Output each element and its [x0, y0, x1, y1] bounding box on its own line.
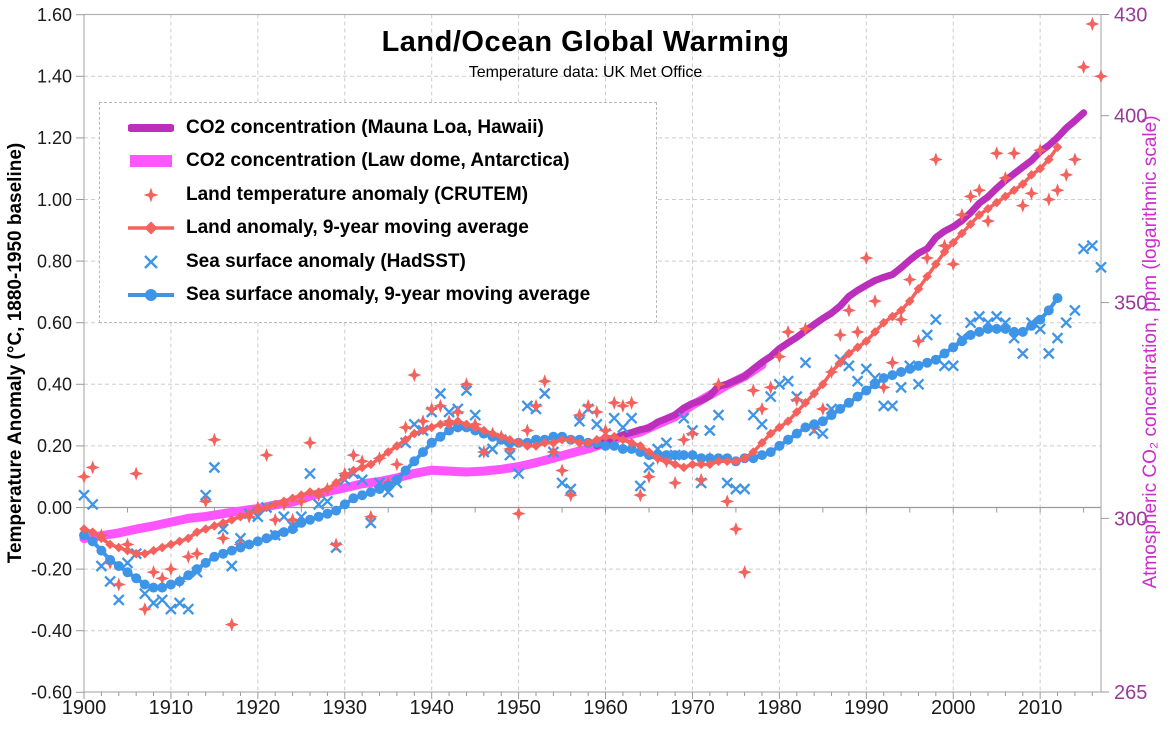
y-axis-tick-labels: 1.60 1.40 1.20 1.00 0.80 0.60 0.40 0.20 0.00 -0.2… — [31, 5, 72, 703]
legend-label: Sea surface anomaly (HadSST) — [186, 250, 466, 272]
svg-text:265: 265 — [1114, 682, 1147, 704]
svg-text:-0.40: -0.40 — [31, 621, 72, 641]
svg-text:1.60: 1.60 — [37, 5, 72, 25]
svg-text:1.20: 1.20 — [37, 128, 72, 148]
svg-text:1980: 1980 — [757, 697, 802, 719]
svg-text:1960: 1960 — [583, 697, 628, 719]
axis-ticks — [76, 14, 1109, 699]
svg-text:0.60: 0.60 — [37, 313, 72, 333]
svg-text:1.00: 1.00 — [37, 190, 72, 210]
four-point-star-icon — [124, 185, 178, 205]
legend-label: Sea surface anomaly, 9-year moving avera… — [186, 284, 591, 306]
legend-label: Land temperature anomaly (CRUTEM) — [186, 183, 529, 205]
svg-text:300: 300 — [1114, 508, 1147, 530]
land-annual-scatter — [77, 16, 1108, 632]
svg-text:1990: 1990 — [844, 697, 889, 719]
svg-text:350: 350 — [1114, 293, 1147, 315]
svg-text:1970: 1970 — [670, 697, 715, 719]
svg-text:1940: 1940 — [409, 697, 454, 719]
svg-text:-0.60: -0.60 — [31, 683, 72, 703]
x-axis-tick-labels: 1900 1910 1920 1930 1940 1950 1960 1970 1980 1990… — [62, 697, 1063, 719]
svg-text:-0.20: -0.20 — [31, 559, 72, 579]
legend-item-land-ma9: Land anomaly, 9-year moving average — [124, 212, 646, 246]
svg-text:0.80: 0.80 — [37, 251, 72, 271]
legend-item-sea-annual: Sea surface anomaly (HadSST) — [124, 245, 646, 279]
right-axis-tick-labels: 430 400 350 300 265 — [1114, 5, 1147, 705]
svg-text:2010: 2010 — [1018, 697, 1063, 719]
left-axis-title: Temperature Anomaly (°C, 1880-1950 basel… — [5, 142, 26, 564]
sea-ma9-line — [79, 293, 1063, 593]
plot-frame — [83, 13, 1102, 693]
legend-label: CO2 concentration (Law dome, Antarctica) — [186, 150, 570, 172]
svg-text:1900: 1900 — [62, 697, 107, 719]
legend-item-co2-law-dome: CO2 concentration (Law dome, Antarctica) — [124, 145, 646, 179]
svg-text:0.00: 0.00 — [37, 498, 72, 518]
legend-item-co2-mauna-loa: CO2 concentration (Mauna Loa, Hawaii) — [124, 111, 646, 145]
legend-label: Land anomaly, 9-year moving average — [186, 217, 529, 239]
svg-text:430: 430 — [1114, 5, 1147, 27]
svg-text:1.40: 1.40 — [37, 67, 72, 87]
svg-text:400: 400 — [1114, 106, 1147, 128]
svg-text:1950: 1950 — [496, 697, 541, 719]
co2-law-dome-line-icon — [124, 153, 178, 169]
chart-subtitle: Temperature data: UK Met Office — [468, 64, 703, 81]
chart-title: Land/Ocean Global Warming — [381, 26, 790, 58]
line-with-diamond-icon — [124, 220, 178, 236]
legend-label: CO2 concentration (Mauna Loa, Hawaii) — [186, 116, 544, 138]
legend-item-land-annual: Land temperature anomaly (CRUTEM) — [124, 178, 646, 212]
co2-mauna-loa-line — [593, 109, 1088, 450]
svg-text:1930: 1930 — [323, 697, 368, 719]
x-marker-icon — [124, 253, 178, 271]
legend: CO2 concentration (Mauna Loa, Hawaii) CO… — [99, 102, 657, 323]
svg-text:1920: 1920 — [236, 697, 281, 719]
legend-item-sea-ma9: Sea surface anomaly, 9-year moving avera… — [124, 279, 646, 313]
co2-mauna-loa-line-icon — [124, 121, 178, 135]
right-axis-title: Atmospheric CO₂ concentration, ppm (loga… — [1140, 115, 1161, 589]
svg-text:0.20: 0.20 — [37, 436, 72, 456]
svg-text:1910: 1910 — [149, 697, 194, 719]
land-ma9-line — [79, 142, 1063, 559]
line-with-circle-icon — [124, 287, 178, 303]
svg-text:0.40: 0.40 — [37, 375, 72, 395]
svg-text:2000: 2000 — [931, 697, 976, 719]
